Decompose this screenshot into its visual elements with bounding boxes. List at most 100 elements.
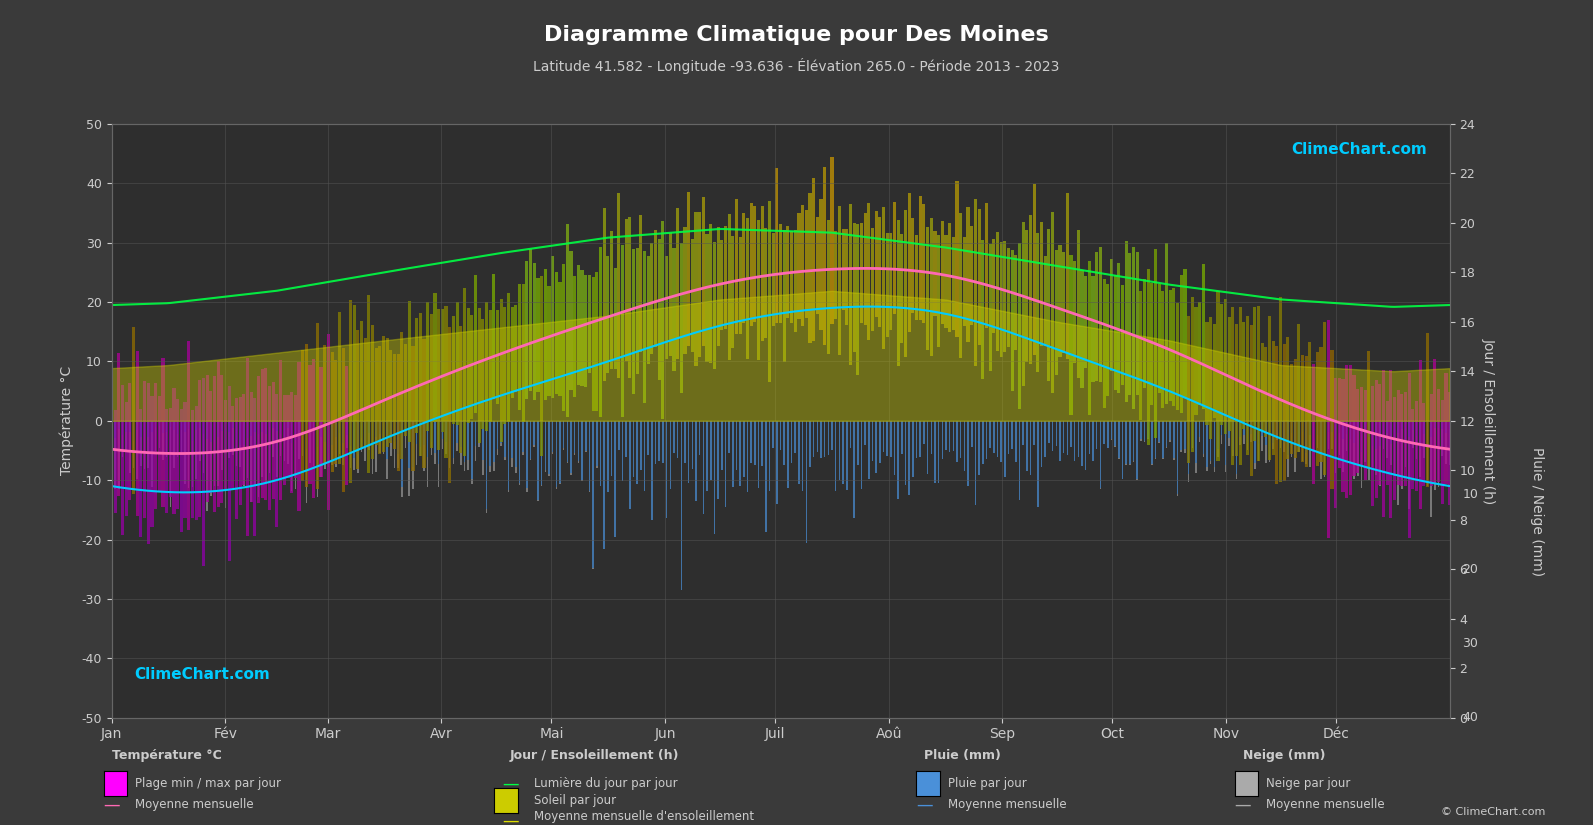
Bar: [169, 408, 172, 497]
Bar: [129, 383, 132, 500]
Bar: [655, 229, 658, 346]
Bar: [860, 223, 863, 323]
Bar: [683, 227, 687, 354]
Bar: [256, 376, 260, 503]
Bar: [919, 196, 922, 319]
Bar: [225, 399, 228, 489]
Bar: [484, 302, 487, 431]
Bar: [489, 310, 492, 422]
Bar: [1029, 215, 1032, 365]
Bar: [1330, 351, 1333, 489]
Bar: [827, 219, 830, 354]
Bar: [863, 213, 867, 324]
Bar: [554, 271, 558, 394]
Bar: [492, 275, 495, 399]
Bar: [889, 233, 892, 330]
Text: —: —: [916, 795, 932, 813]
Bar: [680, 243, 683, 393]
Bar: [1007, 248, 1010, 347]
Bar: [709, 224, 712, 364]
Bar: [518, 285, 521, 410]
Text: ClimeChart.com: ClimeChart.com: [134, 667, 269, 682]
Bar: [1043, 257, 1047, 346]
Bar: [529, 249, 532, 391]
Bar: [113, 410, 116, 513]
Bar: [1147, 269, 1150, 445]
Bar: [1180, 275, 1184, 413]
Bar: [636, 248, 639, 374]
Bar: [753, 206, 757, 322]
Bar: [250, 392, 253, 502]
Bar: [202, 378, 205, 566]
Bar: [585, 275, 588, 387]
Bar: [1403, 392, 1407, 486]
Text: —: —: [502, 812, 518, 825]
Bar: [790, 231, 793, 323]
Bar: [566, 224, 569, 417]
Bar: [180, 409, 183, 532]
Bar: [1440, 400, 1443, 503]
Bar: [819, 199, 822, 331]
Bar: [135, 351, 139, 516]
Bar: [1169, 290, 1172, 401]
Bar: [473, 276, 476, 413]
Bar: [264, 368, 268, 500]
Bar: [632, 249, 636, 394]
Bar: [183, 402, 186, 517]
Bar: [352, 305, 355, 451]
Bar: [1246, 316, 1249, 455]
Bar: [695, 213, 698, 366]
Bar: [323, 345, 327, 464]
Bar: [1426, 333, 1429, 488]
Bar: [698, 212, 701, 356]
Bar: [1324, 322, 1327, 475]
Bar: [967, 206, 970, 342]
Bar: [1080, 270, 1083, 389]
Bar: [228, 386, 231, 561]
Bar: [315, 323, 319, 489]
Bar: [1249, 324, 1252, 476]
Bar: [1102, 279, 1106, 408]
Bar: [1164, 243, 1168, 404]
Bar: [1117, 263, 1120, 393]
Text: —: —: [502, 775, 518, 793]
Bar: [194, 406, 198, 521]
Bar: [1091, 276, 1094, 382]
Bar: [1190, 296, 1193, 452]
Bar: [804, 210, 808, 318]
Bar: [1308, 342, 1311, 449]
Bar: [760, 205, 763, 342]
Bar: [425, 302, 429, 431]
Bar: [452, 316, 456, 424]
Bar: [728, 214, 731, 360]
Bar: [1276, 346, 1279, 483]
Bar: [1228, 317, 1231, 431]
Bar: [639, 215, 642, 352]
Bar: [408, 300, 411, 442]
Bar: [121, 385, 124, 535]
Bar: [1254, 307, 1257, 441]
Bar: [1114, 275, 1117, 390]
Bar: [706, 233, 709, 361]
Bar: [591, 276, 594, 411]
Bar: [448, 327, 451, 483]
Bar: [765, 229, 768, 337]
Bar: [444, 306, 448, 458]
Bar: [1437, 389, 1440, 483]
Bar: [1268, 317, 1271, 460]
Bar: [456, 302, 459, 425]
Bar: [1158, 284, 1161, 394]
Bar: [1381, 370, 1384, 517]
Bar: [1195, 307, 1198, 416]
Bar: [1142, 279, 1145, 388]
Bar: [139, 409, 142, 537]
Bar: [459, 326, 462, 454]
Bar: [664, 256, 667, 359]
Bar: [320, 367, 323, 477]
Bar: [978, 210, 981, 345]
Bar: [503, 307, 507, 424]
Bar: [956, 181, 959, 337]
Bar: [757, 220, 760, 360]
Bar: [357, 330, 360, 469]
Bar: [1419, 360, 1423, 509]
